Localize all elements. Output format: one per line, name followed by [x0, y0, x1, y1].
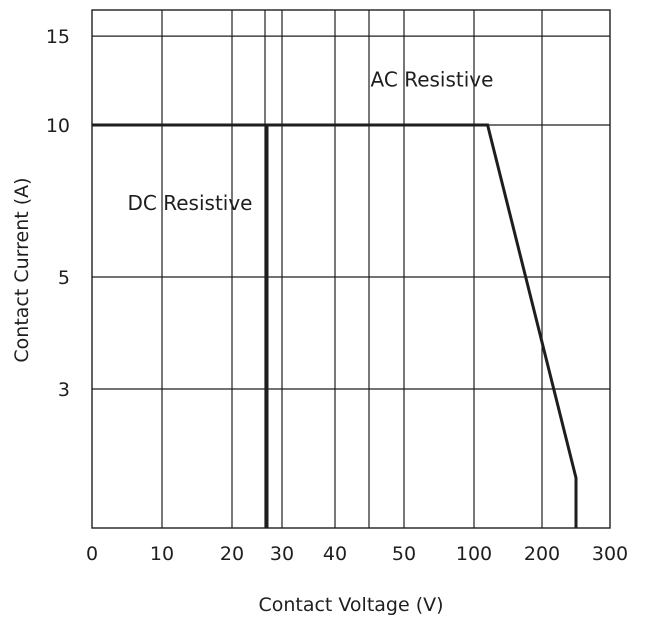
x-tick-label-30: 30: [270, 543, 294, 565]
x-tick-label-0: 0: [86, 543, 98, 565]
x-tick-label-300: 300: [592, 543, 628, 565]
y-tick-label-3: 3: [58, 379, 70, 401]
y-tick-label-5: 5: [58, 267, 70, 289]
series-line-dc-resistive: [92, 123, 269, 528]
x-tick-label-20: 20: [220, 543, 244, 565]
annotation-dc-resistive: DC Resistive: [128, 191, 253, 215]
y-tick-label-15: 15: [46, 26, 70, 48]
x-tick-label-50: 50: [392, 543, 416, 565]
x-tick-label-40: 40: [323, 543, 347, 565]
plot-frame: [91, 9, 611, 529]
x-axis-title: Contact Voltage (V): [258, 594, 443, 616]
series-line-ac-resistive: [92, 123, 578, 528]
x-tick-label-100: 100: [456, 543, 492, 565]
y-axis-title: Contact Current (A): [11, 177, 33, 362]
y-tick-label-10: 10: [46, 115, 70, 137]
annotation-ac-resistive: AC Resistive: [371, 68, 494, 92]
x-tick-label-200: 200: [524, 543, 560, 565]
x-tick-label-10: 10: [150, 543, 174, 565]
